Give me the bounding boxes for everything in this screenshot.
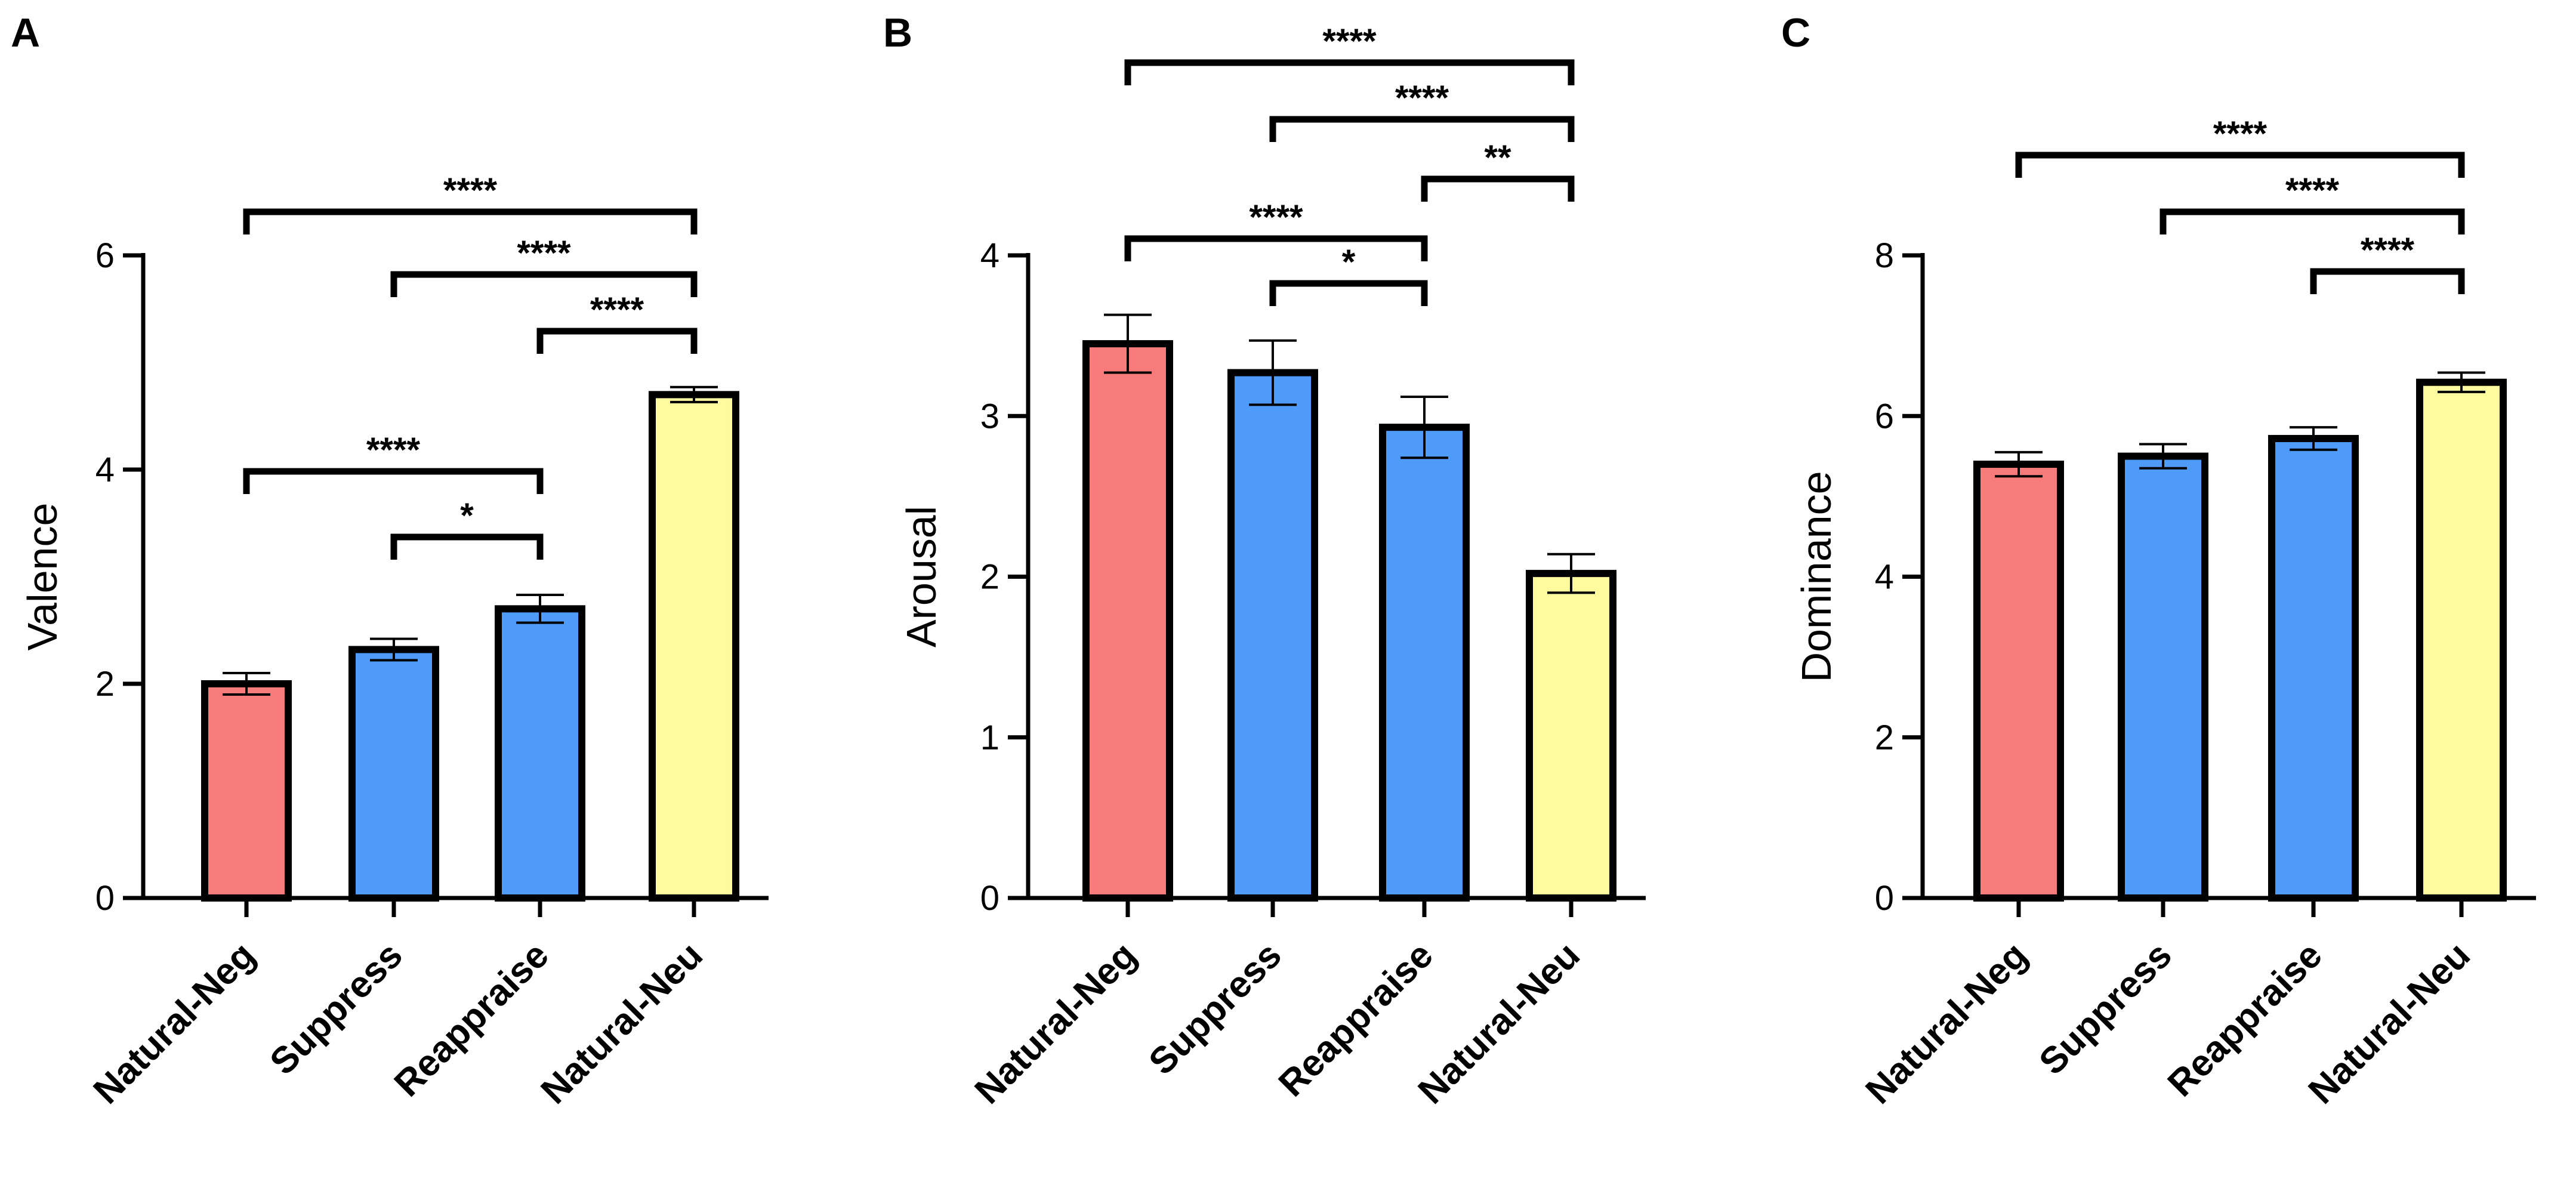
significance-bracket xyxy=(2015,152,2465,178)
y-tick-label: 4 xyxy=(980,236,999,275)
y-tick-label: 1 xyxy=(980,718,999,757)
significance-label: **** xyxy=(2285,171,2340,210)
panel-b: B01234ArousalNatural-NegSuppressReapprai… xyxy=(883,10,1646,1112)
y-tick-label: 0 xyxy=(1875,879,1894,918)
significance-label: **** xyxy=(1249,198,1303,237)
significance-bracket xyxy=(536,328,698,354)
panel-letter: B xyxy=(883,10,912,55)
x-tick-label: Natural-Neu xyxy=(533,934,711,1112)
bar xyxy=(1973,461,2064,902)
significance-bracket xyxy=(1124,59,1575,85)
significance-label: **** xyxy=(1395,79,1449,118)
bar xyxy=(1379,424,1470,902)
y-tick-label: 2 xyxy=(1875,718,1894,757)
y-tick-label: 3 xyxy=(980,397,999,436)
y-tick-label: 2 xyxy=(95,665,115,703)
significance-bracket xyxy=(1421,175,1575,202)
significance-label: **** xyxy=(443,171,498,210)
bar xyxy=(2416,378,2507,902)
x-tick-label: Reappraise xyxy=(387,934,557,1104)
significance-bracket xyxy=(243,208,698,234)
significance-label: * xyxy=(1342,243,1356,282)
significance-label: **** xyxy=(366,431,421,470)
x-tick-label: Natural-Neg xyxy=(86,934,263,1112)
bar xyxy=(1227,369,1318,902)
y-tick-label: 8 xyxy=(1875,236,1894,275)
significance-label: **** xyxy=(517,234,571,273)
y-tick-label: 0 xyxy=(95,879,115,918)
y-tick-label: 6 xyxy=(95,236,115,275)
bar xyxy=(201,680,292,902)
bar xyxy=(1526,570,1616,902)
bar xyxy=(2268,434,2359,902)
bar xyxy=(495,605,585,902)
x-tick-label: Suppress xyxy=(262,934,411,1083)
significance-bracket xyxy=(2159,208,2465,234)
significance-bracket xyxy=(1269,280,1428,306)
significance-label: **** xyxy=(2361,231,2415,270)
y-tick-label: 6 xyxy=(1875,397,1894,436)
x-tick-label: Natural-Neg xyxy=(967,934,1144,1112)
significance-label: **** xyxy=(1322,22,1377,61)
significance-label: * xyxy=(460,496,474,535)
significance-bracket xyxy=(390,533,544,560)
panel-letter: C xyxy=(1781,10,1810,55)
bar xyxy=(2118,452,2208,902)
y-tick-label: 4 xyxy=(95,450,115,489)
y-axis-label: Dominance xyxy=(1793,471,1840,682)
y-tick-label: 2 xyxy=(980,558,999,597)
significance-bracket xyxy=(1124,235,1428,261)
x-tick-label: Natural-Neg xyxy=(1858,934,2035,1112)
significance-bracket xyxy=(243,468,544,494)
significance-bracket xyxy=(390,271,698,297)
bar xyxy=(348,646,439,902)
significance-label: **** xyxy=(2213,115,2268,153)
significance-bracket xyxy=(2310,268,2465,294)
panel-c: C02468DominanceNatural-NegSuppressReappr… xyxy=(1781,10,2536,1112)
y-tick-label: 4 xyxy=(1875,558,1894,597)
panel-letter: A xyxy=(11,10,40,55)
significance-label: ** xyxy=(1484,138,1511,177)
bar xyxy=(649,391,739,902)
panel-a: A 0 2 4 6 Valence Natural-NegSuppressReapprais… xyxy=(11,10,769,1112)
x-tick-label: Suppress xyxy=(1141,934,1289,1083)
significance-bracket xyxy=(1269,116,1575,142)
significance-label: **** xyxy=(590,291,644,329)
x-tick-label: Suppress xyxy=(2031,934,2180,1083)
y-axis-label: Arousal xyxy=(898,506,945,647)
y-axis-label: Valence xyxy=(19,503,66,651)
bar xyxy=(1082,340,1173,902)
y-tick-label: 0 xyxy=(980,879,999,918)
